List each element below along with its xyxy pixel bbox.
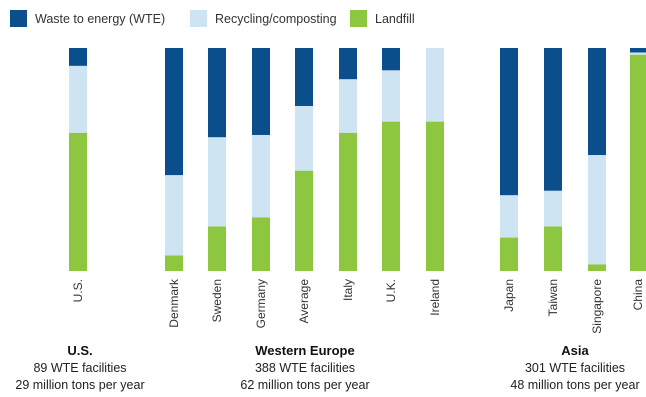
bar-segment-recycling-composting xyxy=(630,52,646,55)
bar-segment-landfill xyxy=(252,217,270,271)
bar-segment-waste-to-energy-wte xyxy=(208,48,226,138)
category-tick-label: Singapore xyxy=(590,279,604,334)
group-facilities-us: 89 WTE facilities xyxy=(33,361,126,375)
bar-segment-recycling-composting xyxy=(69,65,87,133)
category-ticks: U.S. Denmark Sweden Germany Average Italy U.K.… xyxy=(71,278,645,334)
bar-segment-landfill xyxy=(208,226,226,271)
legend-label-wte: Waste to energy (WTE) xyxy=(35,12,165,26)
bar-segment-landfill xyxy=(295,170,313,271)
bar-segment-recycling-composting xyxy=(382,70,400,122)
legend-label-recycling: Recycling/composting xyxy=(215,12,337,26)
bar-segment-waste-to-energy-wte xyxy=(500,48,518,196)
category-tick-label: Sweden xyxy=(210,279,224,322)
legend-swatch-landfill xyxy=(350,10,367,27)
group-summary-western-europe: Western Europe 388 WTE facilities 62 mil… xyxy=(240,343,369,392)
category-tick-label: Japan xyxy=(502,279,516,312)
group-title-us: U.S. xyxy=(67,343,92,358)
bar-segment-waste-to-energy-wte xyxy=(382,48,400,71)
group-facilities-asia: 301 WTE facilities xyxy=(525,361,625,375)
bar-segment-landfill xyxy=(588,264,606,271)
category-tick-label: China xyxy=(631,279,645,311)
bar-segment-recycling-composting xyxy=(588,155,606,265)
legend-swatch-recycling xyxy=(190,10,207,27)
category-tick-label: Germany xyxy=(254,279,268,328)
bar-segment-landfill xyxy=(500,237,518,271)
bar-segment-recycling-composting xyxy=(339,79,357,133)
bar-segment-landfill xyxy=(382,121,400,271)
bar-segment-landfill xyxy=(426,121,444,271)
category-tick-label: Ireland xyxy=(428,279,442,316)
group-summary-us: U.S. 89 WTE facilities 29 million tons p… xyxy=(15,343,144,392)
bar-segment-recycling-composting xyxy=(252,134,270,218)
bar-segment-recycling-composting xyxy=(544,190,562,227)
bar-segment-recycling-composting xyxy=(500,195,518,238)
legend-swatch-wte xyxy=(10,10,27,27)
bar-segment-waste-to-energy-wte xyxy=(252,48,270,135)
category-tick-label: Denmark xyxy=(167,278,181,328)
bar-segment-landfill xyxy=(630,54,646,271)
legend: Waste to energy (WTE) Recycling/composti… xyxy=(10,10,415,27)
bars xyxy=(69,48,646,271)
bar-segment-recycling-composting xyxy=(208,137,226,227)
category-tick-label: U.S. xyxy=(71,279,85,302)
bar-segment-landfill xyxy=(339,132,357,271)
bar-segment-recycling-composting xyxy=(426,48,444,122)
group-facilities-western-europe: 388 WTE facilities xyxy=(255,361,355,375)
group-tonnage-us: 29 million tons per year xyxy=(15,378,144,392)
group-title-asia: Asia xyxy=(561,343,589,358)
bar-segment-waste-to-energy-wte xyxy=(165,48,183,176)
bar-segment-waste-to-energy-wte xyxy=(630,48,646,53)
bar-segment-landfill xyxy=(69,132,87,271)
bar-segment-waste-to-energy-wte xyxy=(69,48,87,66)
group-tonnage-western-europe: 62 million tons per year xyxy=(240,378,369,392)
legend-label-landfill: Landfill xyxy=(375,12,415,26)
group-title-western-europe: Western Europe xyxy=(255,343,354,358)
bar-segment-recycling-composting xyxy=(295,105,313,171)
category-tick-label: Italy xyxy=(341,279,355,301)
bar-segment-waste-to-energy-wte xyxy=(544,48,562,191)
category-tick-label: Average xyxy=(297,279,311,324)
bar-segment-waste-to-energy-wte xyxy=(588,48,606,156)
bar-segment-waste-to-energy-wte xyxy=(295,48,313,106)
category-tick-label: Taiwan xyxy=(546,279,560,316)
bar-segment-landfill xyxy=(544,226,562,271)
category-tick-label: U.K. xyxy=(384,279,398,302)
bar-segment-recycling-composting xyxy=(165,175,183,256)
group-summary-asia: Asia 301 WTE facilities 48 million tons … xyxy=(510,343,639,392)
bar-segment-waste-to-energy-wte xyxy=(339,48,357,80)
group-tonnage-asia: 48 million tons per year xyxy=(510,378,639,392)
bar-segment-landfill xyxy=(165,255,183,271)
